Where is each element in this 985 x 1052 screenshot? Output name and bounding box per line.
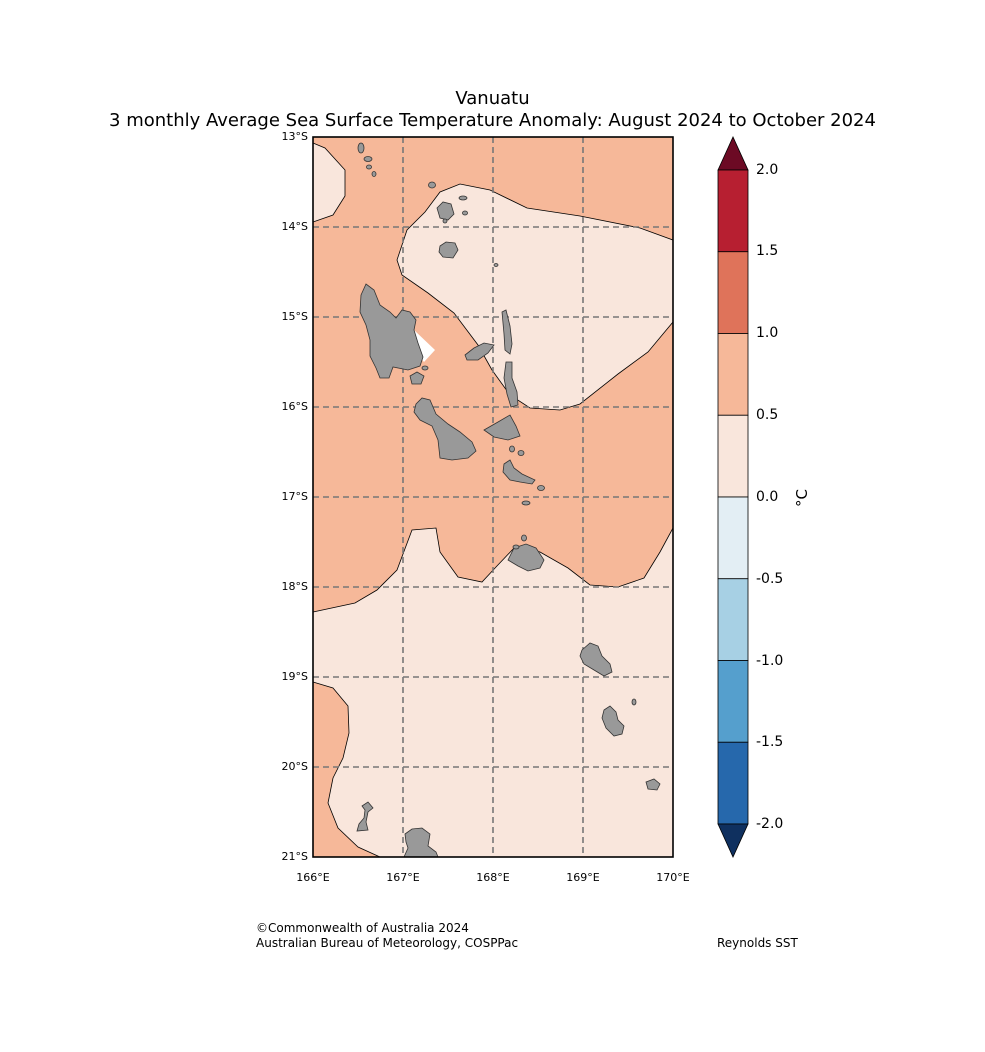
colorbar-band (717, 741, 749, 825)
island-emae (521, 500, 531, 506)
copyright-text: ©Commonwealth of Australia 2024 (256, 921, 469, 935)
colorbar-unit-label: °C (792, 489, 811, 507)
colorbar-tick-label: -0.5 (756, 571, 784, 587)
island-torres-3 (366, 164, 372, 170)
island-dillon (631, 698, 637, 706)
colorbar-band (717, 578, 749, 661)
island-nguna (512, 544, 520, 550)
island-lopevi (517, 450, 525, 456)
lon-label: 170°E (656, 871, 690, 884)
island-paama (509, 445, 515, 453)
island-malekula (413, 397, 477, 461)
colorbar-over-triangle (717, 136, 749, 171)
land-masses (356, 142, 661, 858)
data-source-text: Reynolds SST (717, 936, 798, 950)
island-small-4 (521, 534, 527, 542)
lat-label: 19°S (281, 670, 308, 683)
colorbar-bands (717, 169, 749, 825)
colorbar-band (717, 496, 749, 580)
island-aore-malo (409, 371, 425, 385)
island-mota (462, 210, 468, 216)
island-epi (502, 459, 536, 485)
island-merelava (493, 263, 499, 267)
lat-label: 17°S (281, 490, 308, 503)
island-new-caledonia-east (403, 827, 439, 858)
island-gaua (438, 241, 459, 259)
lat-label: 18°S (281, 580, 308, 593)
lat-label: 16°S (281, 400, 308, 413)
colorbar-tick-label: 2.0 (756, 162, 779, 178)
colorbar (717, 136, 749, 858)
colorbar-band (717, 414, 749, 498)
island-aneityum (645, 778, 661, 791)
island-torres-4 (371, 171, 377, 177)
colorbar-tick-label: 0.5 (756, 407, 779, 423)
lon-label: 169°E (566, 871, 600, 884)
lat-label: 21°S (281, 850, 308, 863)
island-small-north (458, 195, 468, 201)
agency-text: Australian Bureau of Meteorology, COSPPa… (256, 936, 519, 950)
colorbar-tick-label: 1.0 (756, 325, 779, 341)
colorbar-tick-label: 0.0 (756, 489, 779, 505)
map-title: Vanuatu (455, 88, 530, 109)
island-vanua-lava (436, 201, 455, 221)
lon-label: 167°E (386, 871, 420, 884)
lat-label: 20°S (281, 760, 308, 773)
colorbar-band (717, 660, 749, 743)
map-subtitle: 3 monthly Average Sea Surface Temperatur… (109, 110, 876, 131)
colorbar-band (717, 251, 749, 334)
island-ambae (464, 342, 495, 361)
island-ambrym (483, 414, 521, 441)
colorbar-tick-label: -1.5 (756, 734, 784, 750)
lon-label: 168°E (476, 871, 510, 884)
island-tanna (601, 705, 625, 737)
island-new-caledonia-west (356, 801, 374, 832)
island-ureparapara (428, 181, 436, 189)
island-torres-2 (363, 156, 373, 162)
colorbar-tick-label: -1.0 (756, 653, 784, 669)
island-espiritu-santo (359, 283, 424, 379)
colorbar-band (717, 169, 749, 253)
lat-label: 13°S (281, 130, 308, 143)
island-torres-1 (357, 142, 365, 154)
lon-label: 166°E (296, 871, 330, 884)
colorbar-under-triangle (717, 823, 749, 858)
island-small-3 (421, 365, 429, 371)
map-frame (312, 136, 674, 858)
island-maewo (501, 309, 513, 355)
colorbar-tick-label: -2.0 (756, 816, 784, 832)
lat-label: 15°S (281, 310, 308, 323)
colorbar-tick-label: 1.5 (756, 243, 779, 259)
island-small-2 (442, 218, 448, 224)
colorbar-band (717, 333, 749, 416)
island-erromango (579, 642, 613, 677)
lat-label: 14°S (281, 220, 308, 233)
island-tongoa (537, 485, 545, 491)
island-pentecost (503, 361, 519, 408)
